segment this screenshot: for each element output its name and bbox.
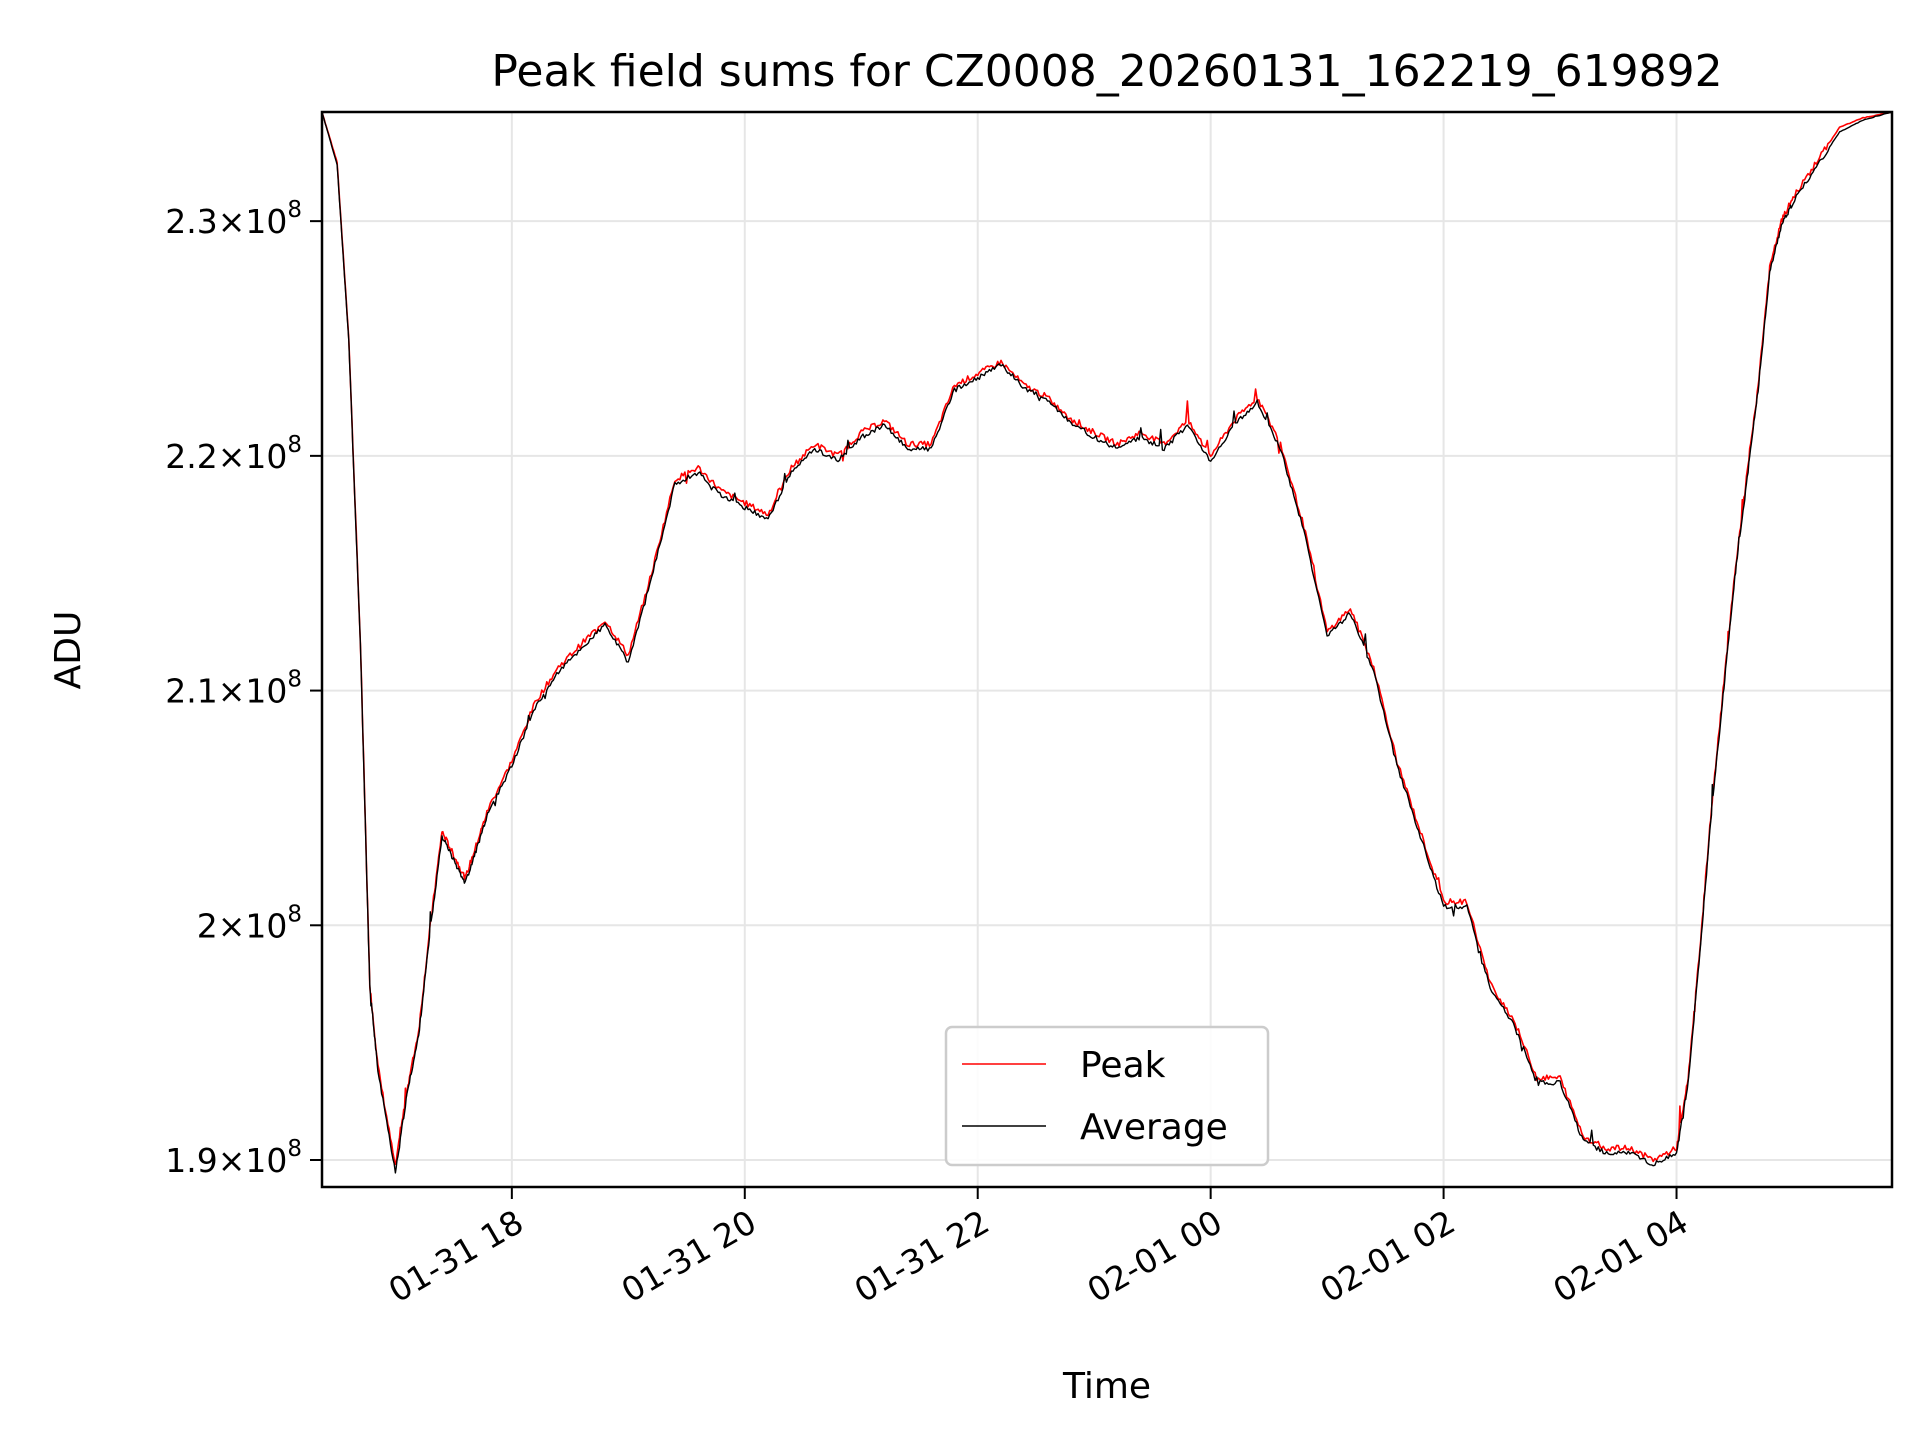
y-tick-label: 2.1×108 (165, 667, 302, 711)
y-tick-label: 2×108 (197, 901, 302, 945)
legend-label-average: Average (1080, 1107, 1228, 1148)
legend: Peak Average (944, 1025, 1270, 1167)
series-line-average (321, 111, 1893, 1174)
legend-box (944, 1025, 1270, 1167)
y-tick-label: 2.2×108 (165, 432, 302, 476)
grid-lines (322, 112, 1892, 1187)
y-tick-label: 1.9×108 (165, 1136, 302, 1180)
chart-title: Peak field sums for CZ0008_20260131_1622… (491, 46, 1722, 97)
legend-label-peak: Peak (1080, 1045, 1166, 1086)
series-lines (321, 111, 1893, 1174)
x-axis-label: Time (1062, 1366, 1151, 1407)
y-tick-label: 2.3×108 (165, 197, 302, 241)
plot-area-frame (320, 110, 1894, 1189)
y-axis-label: ADU (48, 611, 89, 690)
